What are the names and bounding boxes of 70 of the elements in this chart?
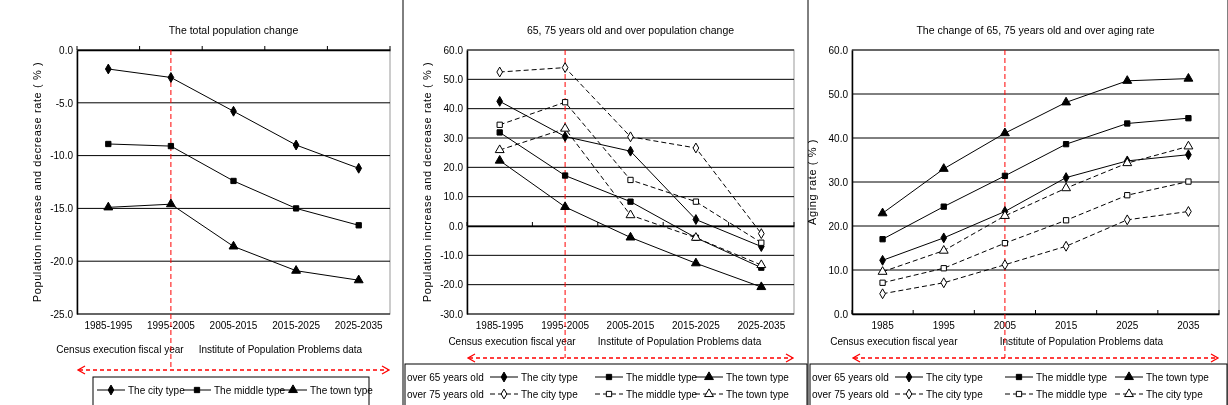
- legend-label: The city type: [926, 371, 984, 383]
- x-tick-label: 2025-2035: [334, 320, 384, 332]
- y-axis-title: Population increase and decrease rate ( % ): [31, 61, 43, 303]
- legend-label: The middle type: [214, 384, 286, 396]
- x-tick-label: 2025-2035: [737, 320, 786, 332]
- y-tick-label: 0.0: [834, 308, 849, 320]
- x-tick-label: 2015: [1054, 320, 1078, 332]
- text: Institute of Population Problems data: [198, 344, 363, 355]
- legend-label: The city type: [128, 384, 186, 396]
- y-tick-label: 60.0: [828, 44, 849, 56]
- x-tick-label: 1985: [871, 320, 895, 332]
- text: Institute of Population Problems data: [999, 336, 1164, 347]
- text: over 65 years old: [812, 371, 889, 383]
- chart-title: The change of 65, 75 years old and over aging rate: [916, 24, 1155, 36]
- x-tick-label: 2025: [1116, 320, 1139, 332]
- text: Census execution fiscal year: [56, 344, 185, 355]
- x-tick-label: 1995-2005: [146, 320, 196, 332]
- text: over 75 years old: [407, 388, 484, 400]
- legend-label: The town type: [726, 371, 790, 383]
- y-tick-label: -20.0: [50, 255, 74, 267]
- legend-label: The town type: [310, 384, 374, 396]
- x-tick-label: 1985-1995: [475, 320, 525, 332]
- y-axis-title: Aging rate ( % ): [806, 138, 818, 226]
- y-tick-label: -10.0: [440, 250, 464, 262]
- legend-label: The town type: [1146, 371, 1210, 383]
- y-tick-label: 40.0: [828, 132, 849, 144]
- text: Census execution fiscal year: [448, 336, 577, 347]
- legend-label: The city type: [521, 388, 579, 400]
- legend-label: The middle type: [1036, 371, 1108, 383]
- x-tick-label: 2005-2015: [209, 320, 258, 332]
- y-tick-label: -25.0: [50, 308, 74, 320]
- chart-title: 65, 75 years old and over population change: [526, 24, 735, 36]
- y-tick-label: 10.0: [828, 264, 849, 276]
- y-tick-label: -5.0: [55, 97, 74, 109]
- y-tick-label: 30.0: [828, 176, 849, 188]
- y-tick-label: 10.0: [443, 191, 464, 203]
- legend-label: The town type: [726, 388, 790, 400]
- x-tick-label: 2005: [993, 320, 1017, 332]
- chart-title: The total population change: [168, 24, 299, 36]
- y-tick-label: 40.0: [443, 103, 464, 115]
- legend-label: The city type: [521, 371, 579, 383]
- y-tick-label: 60.0: [443, 44, 464, 56]
- x-tick-label: 1995-2005: [541, 320, 590, 332]
- y-tick-label: -30.0: [440, 308, 464, 320]
- y-tick-label: 50.0: [443, 74, 464, 86]
- text: over 65 years old: [407, 371, 484, 383]
- y-tick-label: 0.0: [449, 220, 464, 232]
- legend-label: The city type: [926, 388, 984, 400]
- legend-label: The middle type: [626, 371, 698, 383]
- x-tick-label: 2015-2025: [272, 320, 321, 332]
- y-tick-label: 20.0: [828, 220, 849, 232]
- y-tick-label: -10.0: [50, 150, 74, 162]
- text: Institute of Population Problems data: [597, 336, 762, 347]
- x-tick-label: 2005-2015: [606, 320, 655, 332]
- x-tick-label: 2035: [1177, 320, 1200, 332]
- text: over 75 years old: [812, 388, 889, 400]
- x-tick-label: 1995: [932, 320, 956, 332]
- legend-label: The city type: [1146, 388, 1204, 400]
- x-tick-label: 2015-2025: [671, 320, 721, 332]
- y-tick-label: 50.0: [828, 88, 849, 100]
- y-tick-label: 20.0: [443, 162, 464, 174]
- legend-label: The middle type: [626, 388, 698, 400]
- y-tick-label: 30.0: [443, 132, 464, 144]
- y-tick-label: 0.0: [59, 44, 74, 56]
- y-axis-title: Population increase and decrease rate ( % ): [421, 61, 433, 303]
- x-tick-label: 1985-1995: [84, 320, 133, 332]
- y-tick-label: -20.0: [440, 279, 464, 291]
- y-tick-label: -15.0: [50, 203, 74, 215]
- text: Census execution fiscal year: [830, 336, 959, 347]
- legend-label: The middle type: [1036, 388, 1108, 400]
